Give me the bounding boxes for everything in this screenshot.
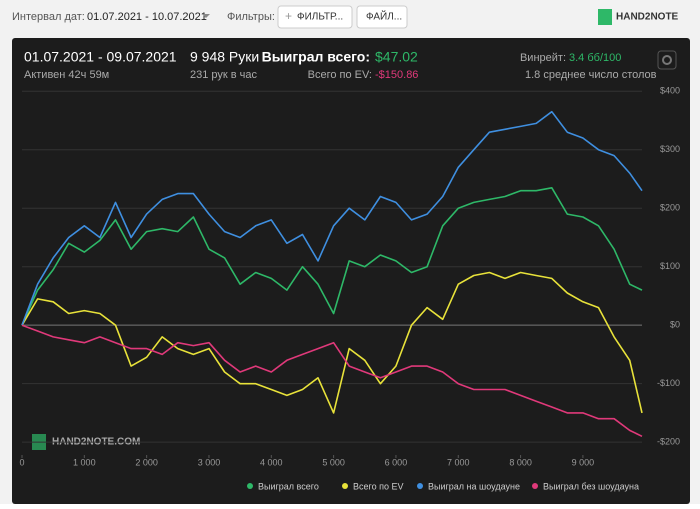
ev-value: -$150.86 bbox=[375, 69, 418, 81]
chart-panel bbox=[12, 38, 690, 504]
filter-button-text: ФИЛЬТР... bbox=[297, 12, 343, 23]
y-tick-label: -$200 bbox=[657, 437, 680, 447]
hands-per-hour: 231 рук в час bbox=[190, 69, 258, 81]
dropdown-arrow bbox=[202, 14, 210, 18]
x-tick-label: 1 000 bbox=[73, 457, 96, 467]
filter-button[interactable] bbox=[277, 5, 353, 29]
won-value: $47.02 bbox=[375, 49, 418, 65]
legend-label: Выиграл без шоудауна bbox=[543, 481, 639, 491]
x-tick-label: 4 000 bbox=[260, 457, 283, 467]
legend-marker bbox=[417, 483, 423, 489]
series-line bbox=[21, 271, 643, 414]
x-tick-label: 6 000 bbox=[385, 457, 408, 467]
filters-label: Фильтры: bbox=[227, 11, 275, 23]
date-label: Интервал дат: bbox=[12, 11, 85, 23]
logo-icon bbox=[598, 9, 612, 25]
x-tick-label: 2 000 bbox=[135, 457, 158, 467]
won-label: Выиграл всего: bbox=[262, 49, 370, 65]
x-tick-label: 9 000 bbox=[572, 457, 595, 467]
y-tick-label: -$100 bbox=[657, 378, 680, 388]
series-line bbox=[21, 324, 643, 438]
series-line bbox=[21, 187, 643, 326]
legend-marker bbox=[532, 483, 538, 489]
winrate-value: 3.4 бб/100 bbox=[569, 52, 621, 64]
x-tick-label: 7 000 bbox=[447, 457, 470, 467]
legend-marker bbox=[342, 483, 348, 489]
period: 01.07.2021 - 09.07.2021 bbox=[24, 49, 177, 65]
tables: 1.8 среднее число столов bbox=[525, 69, 657, 81]
file-button[interactable] bbox=[356, 5, 408, 29]
x-tick-label: 5 000 bbox=[322, 457, 345, 467]
legend-label: Всего по EV bbox=[353, 481, 403, 491]
plus-icon: + bbox=[285, 9, 292, 23]
legend-marker bbox=[247, 483, 253, 489]
series-line bbox=[21, 110, 643, 326]
winrate-label: Винрейт: bbox=[520, 52, 566, 64]
date-range[interactable]: 01.07.2021 - 10.07.2021 bbox=[87, 11, 207, 23]
x-tick-label: 8 000 bbox=[509, 457, 532, 467]
ev-label: Всего по EV: bbox=[308, 69, 372, 81]
legend-label: Выиграл всего bbox=[258, 481, 319, 491]
y-tick-label: $0 bbox=[670, 320, 680, 330]
y-tick-label: $100 bbox=[660, 261, 680, 271]
active: Активен 42ч 59м bbox=[24, 69, 109, 81]
file-button-text: ФАЙЛ... bbox=[366, 10, 402, 23]
x-tick-label: 3 000 bbox=[198, 457, 221, 467]
settings-button[interactable] bbox=[657, 50, 677, 70]
hands: 9 948 Руки bbox=[190, 49, 259, 65]
y-tick-label: $200 bbox=[660, 203, 680, 213]
gear-icon bbox=[662, 55, 672, 65]
logo: HAND2NOTE bbox=[616, 12, 679, 23]
y-tick-label: $400 bbox=[660, 86, 680, 96]
x-tick-label: 0 bbox=[19, 457, 24, 467]
y-tick-label: $300 bbox=[660, 144, 680, 154]
legend-label: Выиграл на шоудауне bbox=[428, 481, 520, 491]
